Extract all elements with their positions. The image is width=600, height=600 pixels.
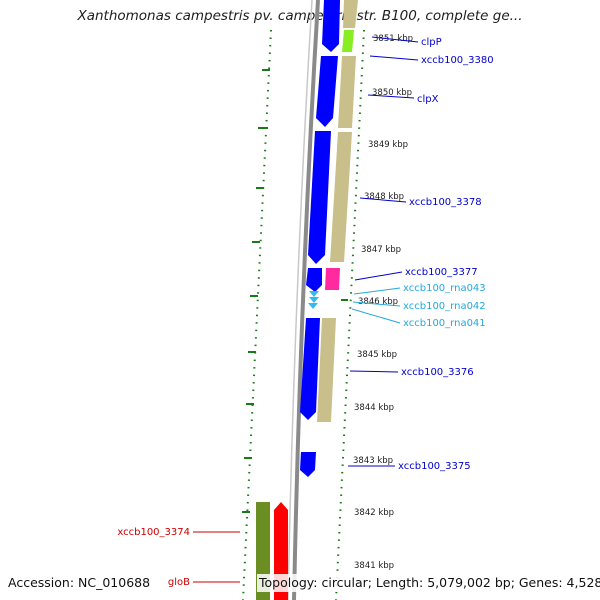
- tick-label: 3842 kbp: [354, 508, 394, 518]
- tick-label: 3843 kbp: [353, 456, 393, 466]
- gene-label[interactable]: xccb100_rna041: [403, 318, 486, 329]
- gene-clpP-cds: [322, 0, 340, 52]
- cds-track: [300, 0, 340, 477]
- gene-3375-cds: [300, 452, 316, 477]
- gene-3376-cds: [300, 318, 320, 420]
- gene-label[interactable]: xccb100_3376: [401, 367, 474, 378]
- gene-3380-cds: [316, 56, 338, 127]
- gene-leader-line: [353, 287, 401, 295]
- gene-label[interactable]: clpX: [417, 94, 439, 105]
- gene-label[interactable]: gloB: [168, 577, 190, 588]
- gene-leader-line: [371, 36, 419, 43]
- accession-label: Accession: NC_010688: [6, 574, 153, 592]
- gene-label[interactable]: xccb100_rna043: [403, 283, 486, 294]
- topology-label: Topology: circular; Length: 5,079,002 bp…: [257, 574, 600, 592]
- tick-label: 3845 kbp: [357, 350, 397, 360]
- rrna-feature: [325, 268, 340, 290]
- gene-leader-line: [369, 55, 419, 61]
- tick-label: 3844 kbp: [354, 403, 394, 413]
- tick-label: 3841 kbp: [354, 561, 394, 571]
- orf-c: [330, 132, 352, 262]
- gene-leader-line: [354, 271, 403, 281]
- gene-label[interactable]: xccb100_3380: [421, 55, 494, 66]
- gene-label[interactable]: xccb100_3378: [409, 197, 482, 208]
- tick-label: 3847 kbp: [361, 245, 401, 255]
- gene-leader-line: [359, 197, 407, 203]
- map-title: Xanthomonas campestris pv. campestris st…: [77, 8, 523, 24]
- gene-label[interactable]: xccb100_rna042: [403, 301, 486, 312]
- gene-3378-cds: [308, 131, 331, 264]
- gene-leader-line: [352, 301, 401, 307]
- gene-leader-line: [367, 94, 415, 99]
- trna-features: [308, 291, 319, 309]
- tick-label: 3846 kbp: [358, 297, 398, 307]
- gc-skew-ticks: [242, 69, 348, 513]
- pseudo-feature: [342, 30, 354, 52]
- tick-label: 3849 kbp: [368, 140, 408, 150]
- tick-label: 3848 kbp: [364, 192, 404, 202]
- gene-label[interactable]: clpP: [421, 37, 442, 48]
- orf-a: [343, 0, 358, 28]
- gene-label[interactable]: xccb100_3377: [405, 267, 478, 278]
- backbone-arc-inner: [287, 0, 313, 600]
- backbone-arc: [292, 0, 320, 600]
- gc-track-left: [242, 29, 272, 600]
- gene-leader-line: [349, 370, 399, 373]
- gc-track-right: [335, 29, 365, 600]
- gene-3377-cds: [306, 268, 322, 292]
- gene-label[interactable]: xccb100_3375: [398, 461, 471, 472]
- orf-d: [317, 318, 336, 422]
- orf-track: [317, 0, 358, 422]
- orf-b: [338, 56, 356, 128]
- tick-label: 3850 kbp: [372, 88, 412, 98]
- gene-label[interactable]: xccb100_3374: [117, 527, 190, 538]
- gene-leader-line: [351, 308, 401, 324]
- gene-labels: clpP xccb100_3380 clpX xccb100_3378 xccb100_…: [117, 36, 494, 588]
